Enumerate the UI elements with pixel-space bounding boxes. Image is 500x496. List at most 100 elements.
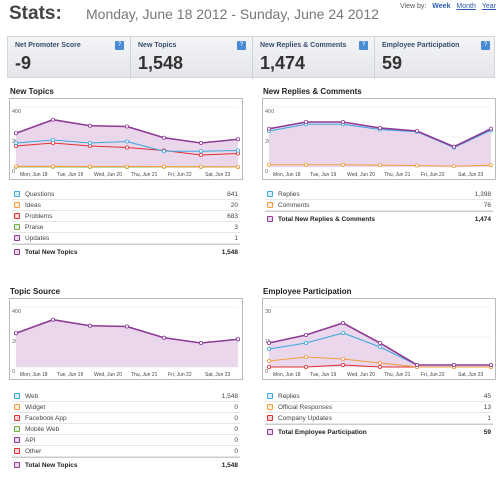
view-by-label: View by: (400, 3, 427, 10)
y-tick-label: 30 (265, 309, 271, 315)
page-title: Stats: (9, 3, 62, 24)
data-point (51, 317, 56, 322)
help-icon[interactable]: ? (481, 41, 490, 50)
legend-label: Comments (278, 202, 310, 209)
legend-row: Replies 45 (265, 391, 493, 402)
x-tick-label: Sat, Jun 23 (458, 372, 484, 378)
legend-swatch-icon (14, 426, 20, 432)
data-point (414, 128, 419, 133)
data-point (14, 331, 19, 336)
help-icon[interactable]: ? (115, 41, 124, 50)
data-point (304, 365, 309, 370)
view-month-link[interactable]: Month (456, 3, 476, 10)
legend-swatch-icon (14, 202, 20, 208)
legend-swatch-icon (267, 404, 273, 410)
legend-value: 1 (487, 415, 491, 422)
data-point (267, 126, 272, 131)
legend-swatch-icon (267, 393, 273, 399)
data-point (488, 163, 493, 168)
kpi-value: -9 (15, 53, 32, 73)
data-point (235, 137, 240, 142)
legend-row: Praise 3 (12, 222, 240, 233)
data-point (88, 141, 93, 146)
kpi-value: 59 (382, 53, 403, 73)
x-tick-label: Wed, Jun 20 (94, 372, 122, 378)
x-tick-label: Thu, Jun 21 (384, 372, 411, 378)
legend-swatch-icon (14, 213, 20, 219)
view-year-link[interactable]: Year (481, 3, 496, 10)
data-point (451, 164, 456, 169)
data-point (267, 162, 272, 167)
data-point (51, 138, 56, 143)
section-title-new-topics: New Topics (10, 87, 54, 96)
legend-label: Replies (278, 393, 300, 400)
kpi-employee-participation: Employee Participation ? 59 (374, 37, 496, 79)
legend-value: 0 (234, 437, 238, 444)
data-point (125, 139, 130, 144)
help-icon[interactable]: ? (237, 41, 246, 50)
x-tick-label: Mon, Jun 18 (20, 172, 48, 178)
x-tick-label: Mon, Jun 18 (20, 372, 48, 378)
legend-label: Web (25, 393, 39, 400)
x-tick-label: Sat, Jun 23 (205, 172, 231, 178)
data-point (88, 164, 93, 169)
x-tick-label: Sat, Jun 23 (205, 372, 231, 378)
data-point (488, 363, 493, 368)
kpi-value: 1,474 (260, 53, 306, 73)
data-point (51, 164, 56, 169)
legend-swatch-icon (14, 404, 20, 410)
employee-legend: Replies 45 Official Responses 13 Company Upd… (265, 391, 493, 438)
legend-label: Facebook App (25, 415, 67, 422)
legend-value: 1,548 (221, 249, 238, 256)
data-point (14, 131, 19, 136)
x-tick-label: Thu, Jun 21 (384, 172, 411, 178)
data-point (304, 333, 309, 338)
legend-row: Ideas 20 (12, 200, 240, 211)
data-point (125, 164, 130, 169)
x-tick-label: Tue, Jun 19 (310, 172, 336, 178)
data-point (267, 347, 272, 352)
data-point (414, 363, 419, 368)
y-tick-label: 0 (265, 169, 268, 175)
y-tick-label: 400 (12, 309, 21, 315)
data-point (161, 164, 166, 169)
view-week-link[interactable]: Week (432, 3, 451, 10)
data-point (267, 341, 272, 346)
data-point (267, 365, 272, 370)
x-tick-label: Thu, Jun 21 (131, 172, 158, 178)
legend-swatch-icon (14, 448, 20, 454)
x-tick-label: Wed, Jun 20 (347, 372, 375, 378)
y-tick-label: 0 (265, 369, 268, 375)
legend-value: 0 (234, 448, 238, 455)
legend-swatch-icon (267, 191, 273, 197)
x-tick-label: Tue, Jun 19 (57, 372, 83, 378)
data-point (304, 355, 309, 360)
new-replies-legend: Replies 1,398 Comments 76 Total New Replies … (265, 189, 493, 225)
legend-value: 1,548 (221, 393, 238, 400)
x-tick-label: Tue, Jun 19 (57, 172, 83, 178)
data-point (161, 135, 166, 140)
legend-swatch-icon (14, 415, 20, 421)
legend-value: 1 (234, 235, 238, 242)
y-tick-label: 400 (265, 109, 274, 115)
date-range: Monday, June 18 2012 - Sunday, June 24 2… (86, 6, 379, 22)
legend-label: Other (25, 448, 42, 455)
section-title-new-replies: New Replies & Comments (263, 87, 362, 96)
help-icon[interactable]: ? (359, 41, 368, 50)
legend-value: 841 (227, 191, 238, 198)
legend-swatch-icon (267, 202, 273, 208)
legend-swatch-icon (267, 216, 273, 222)
topic-source-legend: Web 1,548 Widget 0 Facebook App 0 Mobile Web 0 A… (12, 391, 240, 471)
legend-value: 1,398 (474, 191, 491, 198)
data-point (267, 359, 272, 364)
legend-row: API 0 (12, 435, 240, 446)
x-tick-label: Sat, Jun 23 (458, 172, 484, 178)
legend-label: Replies (278, 191, 300, 198)
data-point (341, 320, 346, 325)
legend-value: 59 (483, 429, 491, 436)
legend-row: Web 1,548 (12, 391, 240, 402)
legend-swatch-icon (14, 437, 20, 443)
